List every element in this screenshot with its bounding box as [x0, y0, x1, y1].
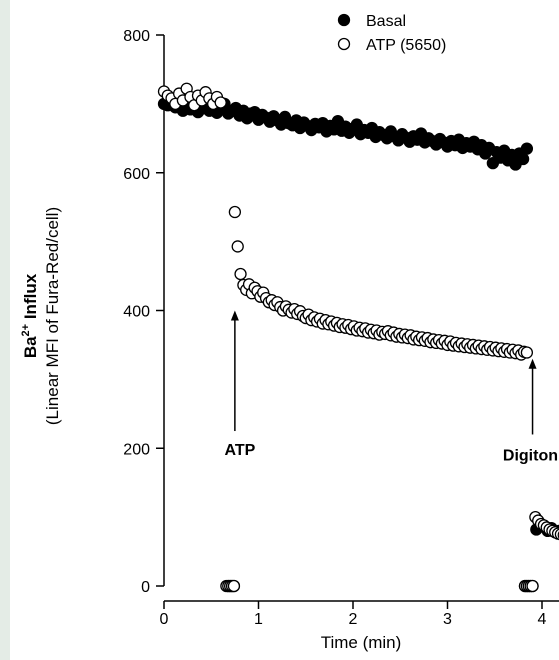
annotation-arrow-head [528, 358, 537, 369]
y-axis-title-ba: Ba [21, 336, 40, 358]
x-axis-title: Time (min) [321, 633, 402, 652]
atp-point [214, 96, 227, 109]
axes [163, 35, 559, 602]
legend-label: Basal [366, 13, 406, 30]
x-tick-label: 0 [160, 611, 169, 628]
legend-marker [337, 13, 351, 27]
y-tick-label: 600 [123, 166, 150, 183]
y-tick-label: 800 [123, 28, 150, 45]
basal-point [520, 142, 534, 155]
legend: Basal ATP (5650) [337, 13, 446, 54]
y-tick-label: 200 [123, 441, 150, 458]
atp-point [520, 346, 534, 359]
annotation-label: Digitonin [503, 447, 559, 464]
y-ticks: 0 200 400 600 800 [123, 28, 164, 596]
y-axis-title-line1: Ba2+ Influx [20, 273, 40, 358]
x-tick-label: 3 [443, 611, 452, 628]
y-tick-label: 400 [123, 304, 150, 321]
x-tick-label: 1 [254, 611, 263, 628]
x-ticks: 0 1 2 3 4 [160, 601, 547, 628]
annotation-arrow-head [230, 310, 239, 321]
atp-point [227, 579, 241, 593]
atp-point [231, 240, 244, 253]
y-tick-label: 0 [141, 579, 150, 596]
y-axis-title-superscript: 2+ [20, 324, 32, 337]
atp-point [234, 267, 247, 281]
atp-point [526, 579, 539, 593]
basal-point [516, 152, 530, 166]
annotation-label: ATP [224, 442, 255, 459]
left-edge-strip [0, 0, 10, 660]
data-points [157, 82, 559, 593]
annotations: ATP Digitonin [224, 310, 559, 464]
legend-marker [337, 37, 351, 51]
y-axis-title-influx: Influx [21, 273, 40, 324]
atp-point [228, 205, 242, 219]
y-axis-title-line2: (Linear MFI of Fura-Red/cell) [43, 207, 62, 425]
series-2 [157, 82, 559, 593]
x-tick-label: 4 [538, 611, 547, 628]
y-axis-title-group: Ba2+ Influx (Linear MFI of Fura-Red/cell… [20, 207, 62, 425]
legend-label: ATP (5650) [366, 37, 446, 54]
x-tick-label: 2 [349, 611, 358, 628]
